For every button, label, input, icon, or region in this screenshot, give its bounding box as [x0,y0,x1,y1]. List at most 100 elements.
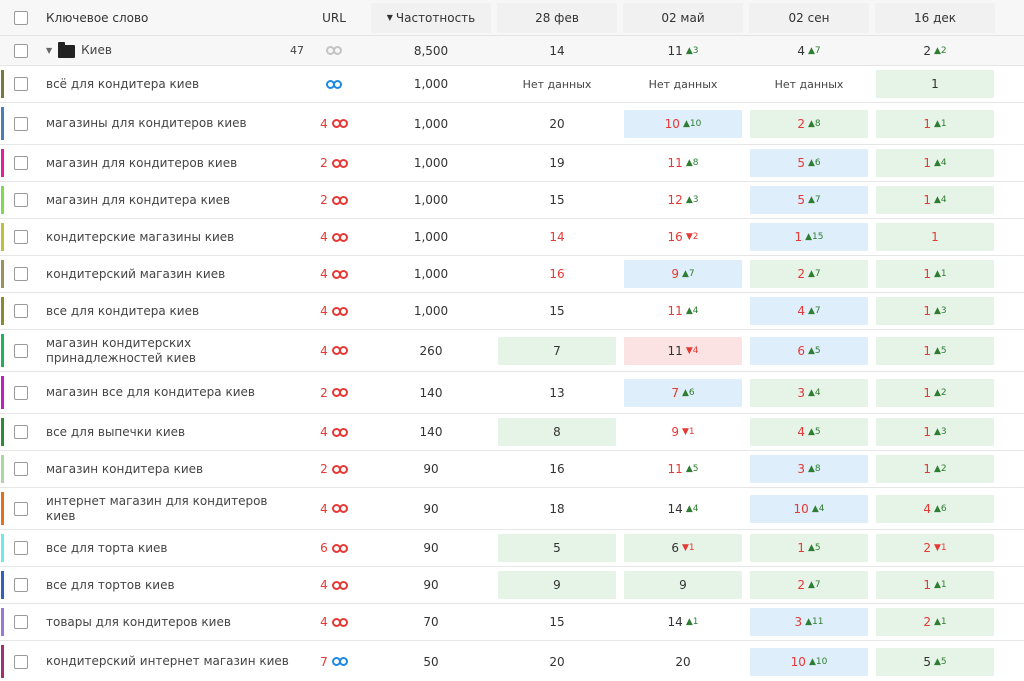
keyword-text[interactable]: товары для кондитеров киев [46,614,231,629]
link-icon[interactable] [331,657,348,666]
link-icon[interactable] [326,46,342,55]
row-checkbox[interactable] [14,304,28,318]
row-checkbox[interactable] [14,615,28,629]
row-checkbox[interactable] [14,343,28,358]
position-delta: ▲7 [807,306,821,316]
row-checkbox[interactable] [14,654,28,669]
folder-name[interactable]: Киев [81,43,112,57]
row-checkbox[interactable] [14,578,28,592]
keyword-text[interactable]: кондитерский магазин киев [46,266,226,281]
table-row[interactable]: кондитерские магазины киев 4 1,000 14 16 ▼2 1 ▲… [0,219,1024,256]
url-count: 4 [320,230,328,244]
row-checkbox-cell [0,451,42,487]
link-icon[interactable] [331,269,348,279]
position-delta: ▲5 [685,464,699,474]
row-checkbox-cell [0,488,42,529]
table-row[interactable]: магазин для кондитера киев 2 1,000 15 12 ▲3 5 ▲… [0,182,1024,219]
position-value: 11 [667,43,683,58]
link-icon[interactable] [326,79,342,89]
table-row[interactable]: магазин для кондитеров киев 2 1,000 19 11 ▲8 5… [0,145,1024,182]
position-cell-4: 1 ▲2 [876,455,994,483]
keyword-text[interactable]: всё для кондитера киев [46,76,200,91]
table-row[interactable]: кондитерский магазин киев 4 1,000 16 9 ▲7 2 ▲7 1… [0,256,1024,293]
table-row[interactable]: кондитерский интернет магазин киев 7 50 20 2… [0,641,1024,681]
row-checkbox-cell [0,604,42,640]
table-row[interactable]: все для выпечки киев 4 140 8 9 ▼1 4 ▲5 1 ▲3 [0,414,1024,451]
row-checkbox[interactable] [14,116,28,131]
row-checkbox[interactable] [14,267,28,281]
keyword-text[interactable]: магазины для кондитеров киев [46,116,247,130]
header-keyword[interactable]: Ключевое слово [46,10,149,25]
row-checkbox[interactable] [14,541,28,555]
keyword-text[interactable]: магазин все для кондитера киев [46,385,255,399]
table-row[interactable]: все для тортов киев 4 90 9 9 2 ▲7 1 ▲1 [0,567,1024,604]
table-row[interactable]: товары для кондитеров киев 4 70 15 14 ▲1 3 ▲11 2… [0,604,1024,641]
position-cell-4: 1 ▲1 [876,109,994,138]
link-icon[interactable] [331,580,348,590]
table-row[interactable]: все для кондитера киев 4 1,000 15 11 ▲4 4 ▲7 1 ▲3 [0,293,1024,330]
position-value: 2 [797,267,805,281]
link-icon[interactable] [331,119,348,128]
row-checkbox[interactable] [14,77,28,91]
position-cell-1: 15 [498,186,616,214]
link-icon[interactable] [331,388,348,397]
position-delta: ▲7 [681,269,695,279]
folder-checkbox[interactable] [14,43,28,58]
keyword-text[interactable]: все для выпечки киев [46,424,186,439]
caret-down-icon[interactable]: ▼ [46,46,53,55]
link-icon[interactable] [331,427,348,437]
link-icon[interactable] [331,232,348,242]
position-cell-4: 1 ▲3 [876,297,994,325]
link-icon[interactable] [331,617,348,627]
table-row[interactable]: всё для кондитера киев 1,000 Нет данных Нет… [0,66,1024,103]
row-checkbox[interactable] [14,193,28,207]
folder-row[interactable]: ▼ Киев 47 8,500 14 11 ▲3 4 ▲7 2 ▲2 [0,36,1024,66]
keyword-text[interactable]: магазин для кондитеров киев [46,155,238,170]
select-all-checkbox[interactable] [14,10,28,25]
keyword-text[interactable]: магазин кондитерских принадлежностей кие… [46,335,196,365]
link-icon[interactable] [331,346,348,355]
keyword-text[interactable]: интернет магазин для кондитеров киев [46,493,268,523]
header-date-3[interactable]: 02 сен [749,2,869,33]
keyword-cell: все для выпечки киев [42,425,300,440]
folder-title: ▼ Киев [46,42,112,58]
keyword-text[interactable]: кондитерский интернет магазин киев [46,654,289,668]
header-date-1[interactable]: 28 фев [497,2,617,33]
keyword-text[interactable]: все для кондитера киев [46,303,200,318]
position-cell-1: 9 [498,571,616,599]
table-row[interactable]: все для торта киев 6 90 5 6 ▼1 1 ▲5 2 ▼1 [0,530,1024,567]
link-icon[interactable] [331,306,348,316]
header-date-4[interactable]: 16 дек [875,2,995,33]
row-checkbox[interactable] [14,462,28,476]
row-checkbox[interactable] [14,501,28,516]
position-cell-4: 2 ▲1 [876,608,994,636]
keyword-text[interactable]: кондитерские магазины киев [46,229,235,244]
table-row[interactable]: магазин кондитерских принадлежностей кие… [0,330,1024,372]
position-delta: ▲5 [933,345,947,356]
position-delta: ▲5 [807,543,821,553]
keyword-cell: кондитерский интернет магазин киев [42,654,300,669]
header-date-2[interactable]: 02 май [623,2,743,33]
row-checkbox[interactable] [14,385,28,400]
link-icon[interactable] [331,158,348,168]
row-checkbox[interactable] [14,425,28,439]
link-icon[interactable] [331,504,348,513]
table-row[interactable]: магазин все для кондитера киев 2 140 13 7 ▲6 3… [0,372,1024,414]
table-row[interactable]: интернет магазин для кондитеров киев 4 90 1… [0,488,1024,530]
table-row[interactable]: магазин кондитера киев 2 90 16 11 ▲5 3 ▲8 1 ▲2 [0,451,1024,488]
link-icon[interactable] [331,195,348,205]
keyword-text[interactable]: все для тортов киев [46,577,175,592]
keyword-text[interactable]: все для торта киев [46,540,168,555]
row-checkbox[interactable] [14,156,28,170]
table-row[interactable]: магазины для кондитеров киев 4 1,000 20 10 ▲1… [0,103,1024,145]
keyword-text[interactable]: магазин кондитера киев [46,461,204,476]
link-icon[interactable] [331,543,348,553]
position-cell-2: Нет данных [624,70,742,98]
header-frequency[interactable]: ▼ Частотность [371,2,491,33]
position-cell-1: 16 [498,260,616,288]
url-count: 4 [320,501,328,516]
row-checkbox[interactable] [14,230,28,244]
link-icon[interactable] [331,464,348,474]
keyword-text[interactable]: магазин для кондитера киев [46,192,231,207]
header-url[interactable]: URL [322,10,346,25]
